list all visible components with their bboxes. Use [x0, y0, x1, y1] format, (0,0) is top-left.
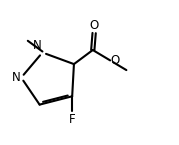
Text: F: F	[69, 113, 76, 126]
Text: O: O	[111, 54, 120, 67]
Text: O: O	[90, 19, 99, 32]
Text: N: N	[12, 71, 21, 84]
Text: N: N	[33, 39, 42, 51]
